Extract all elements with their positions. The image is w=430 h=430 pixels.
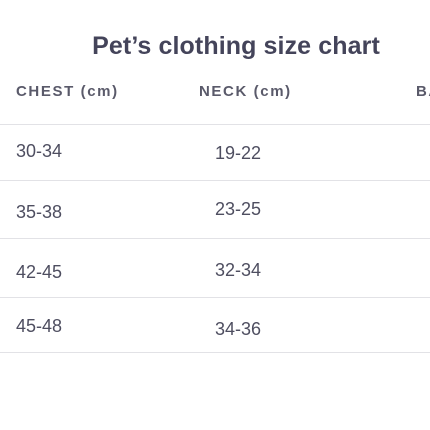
row-divider [0, 352, 430, 353]
page-title: Pet’s clothing size chart [92, 32, 380, 60]
cell-neck: 34-36 [215, 319, 262, 339]
row-divider [0, 124, 430, 125]
column-header-back: BA [416, 83, 430, 100]
row-divider [0, 238, 430, 239]
column-header-chest: CHEST (cm) [16, 83, 119, 100]
row-divider [0, 180, 430, 181]
cell-chest: 42-45 [16, 262, 63, 282]
cell-neck: 23-25 [215, 199, 262, 219]
cell-neck: 32-34 [215, 260, 262, 280]
cell-chest: 45-48 [16, 316, 63, 336]
row-divider [0, 297, 430, 298]
cell-neck: 19-22 [215, 143, 262, 163]
cell-chest: 35-38 [16, 202, 63, 222]
column-header-neck: NECK (cm) [199, 83, 292, 100]
cell-chest: 30-34 [16, 141, 63, 161]
